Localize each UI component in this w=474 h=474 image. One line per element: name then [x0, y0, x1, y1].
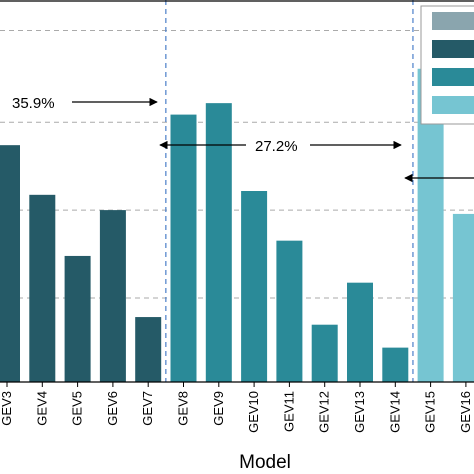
tick-label-gev12: GEV12 — [317, 391, 332, 433]
bar-gev11 — [276, 240, 303, 382]
annotation-27-2-label: 27.2% — [255, 138, 298, 155]
legend-swatch-3 — [432, 96, 474, 114]
tick-label-gev9: GEV9 — [211, 391, 226, 426]
bar-gev14 — [382, 347, 409, 382]
bar-gev5 — [64, 255, 91, 382]
gridlines — [0, 30, 474, 299]
tick-label-gev6: GEV6 — [105, 391, 120, 426]
bar-gev9 — [205, 103, 232, 382]
legend-swatch-2 — [432, 68, 474, 86]
x-axis-title: Model — [239, 452, 291, 473]
tick-label-gev14: GEV14 — [387, 391, 402, 433]
bar-gev10 — [241, 191, 268, 382]
tick-label-gev4: GEV4 — [34, 391, 49, 426]
tick-label-gev3: GEV3 — [0, 391, 14, 426]
bar-gev12 — [311, 324, 338, 382]
bar-gev4 — [29, 194, 56, 382]
bar-gev8 — [170, 114, 197, 382]
bar-gev6 — [99, 210, 126, 382]
bar-gev3 — [0, 145, 20, 382]
annotation-35-9: 35.9% — [12, 95, 158, 112]
legend-swatch-1 — [432, 40, 474, 58]
bar-gev7 — [135, 317, 162, 382]
legend-swatch-0 — [432, 12, 474, 30]
annotation-27-2: 27.2% — [159, 138, 402, 155]
group-boundaries — [165, 0, 414, 382]
legend — [420, 5, 474, 125]
tick-label-gev13: GEV13 — [352, 391, 367, 433]
tick-label-gev16: GEV16 — [458, 391, 473, 433]
tick-label-gev7: GEV7 — [140, 391, 155, 426]
tick-label-gev8: GEV8 — [176, 391, 191, 426]
bar-gev16 — [452, 213, 474, 382]
tick-label-gev10: GEV10 — [246, 391, 261, 433]
bar-gev13 — [347, 282, 373, 382]
bars — [0, 68, 474, 382]
tick-label-gev11: GEV11 — [281, 391, 296, 432]
x-axis-ticks: GEV3 GEV4 GEV5 GEV6 GEV7 GEV8 GEV9 GEV10 GEV11 GE… — [0, 382, 473, 433]
tick-label-gev5: GEV5 — [70, 391, 85, 426]
tick-label-gev15: GEV15 — [423, 391, 438, 433]
annotation-35-9-label: 35.9% — [12, 95, 55, 112]
